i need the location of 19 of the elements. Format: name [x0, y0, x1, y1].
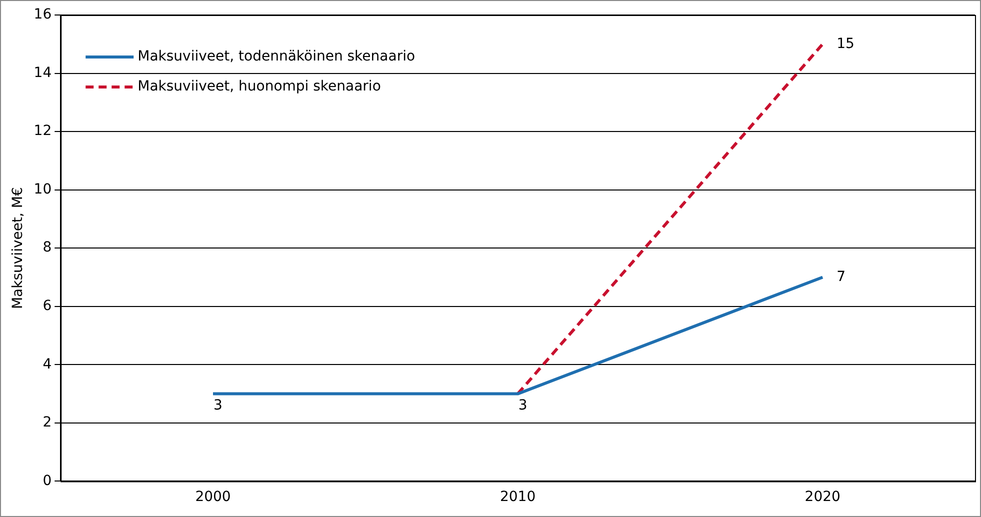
- data-label: 3: [518, 397, 528, 414]
- y-tick-label: 6: [42, 298, 52, 314]
- y-tick-label: 16: [34, 6, 52, 23]
- y-tick-label: 12: [34, 123, 52, 140]
- data-label: 7: [836, 268, 846, 285]
- legend-label: Maksuviiveet, todennäköinen skenaario: [138, 48, 416, 65]
- data-label: 15: [836, 36, 854, 52]
- y-tick-label: 14: [34, 64, 52, 81]
- y-tick-label: 8: [42, 240, 52, 256]
- y-tick-label: 10: [34, 181, 52, 198]
- y-tick-label: 0: [42, 472, 52, 489]
- y-tick-label: 4: [42, 356, 52, 372]
- y-tick-label: 2: [42, 414, 52, 431]
- x-tick-label: 2010: [500, 489, 536, 506]
- data-label: 3: [214, 397, 222, 414]
- x-tick-label: 2000: [195, 489, 231, 506]
- legend-label: Maksuviiveet, huonompi skenaario: [138, 78, 381, 95]
- y-axis-title: Maksuviiveet, M€: [10, 187, 26, 310]
- x-tick-label: 2020: [804, 489, 840, 506]
